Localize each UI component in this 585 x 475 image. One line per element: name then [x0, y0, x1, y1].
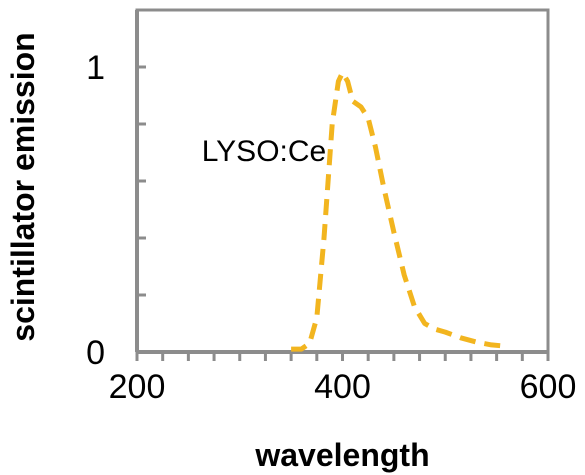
emission-series-line	[291, 70, 508, 352]
x-axis-title: wavelength	[254, 437, 429, 473]
series-annotation: LYSO:Ce	[202, 135, 326, 168]
y-tick-label: 1	[86, 49, 105, 87]
x-tick-label: 600	[520, 368, 577, 406]
plot-border	[135, 8, 550, 354]
tick-marks	[135, 8, 550, 361]
plot-frame	[135, 8, 550, 354]
x-tick-label: 400	[314, 368, 371, 406]
series-layer	[291, 70, 508, 352]
y-tick-label: 0	[86, 334, 105, 372]
x-tick-label: 200	[109, 368, 166, 406]
y-axis-title: scintillator emission	[5, 32, 41, 341]
tick-labels: 200 400 600 0 1	[86, 49, 576, 406]
